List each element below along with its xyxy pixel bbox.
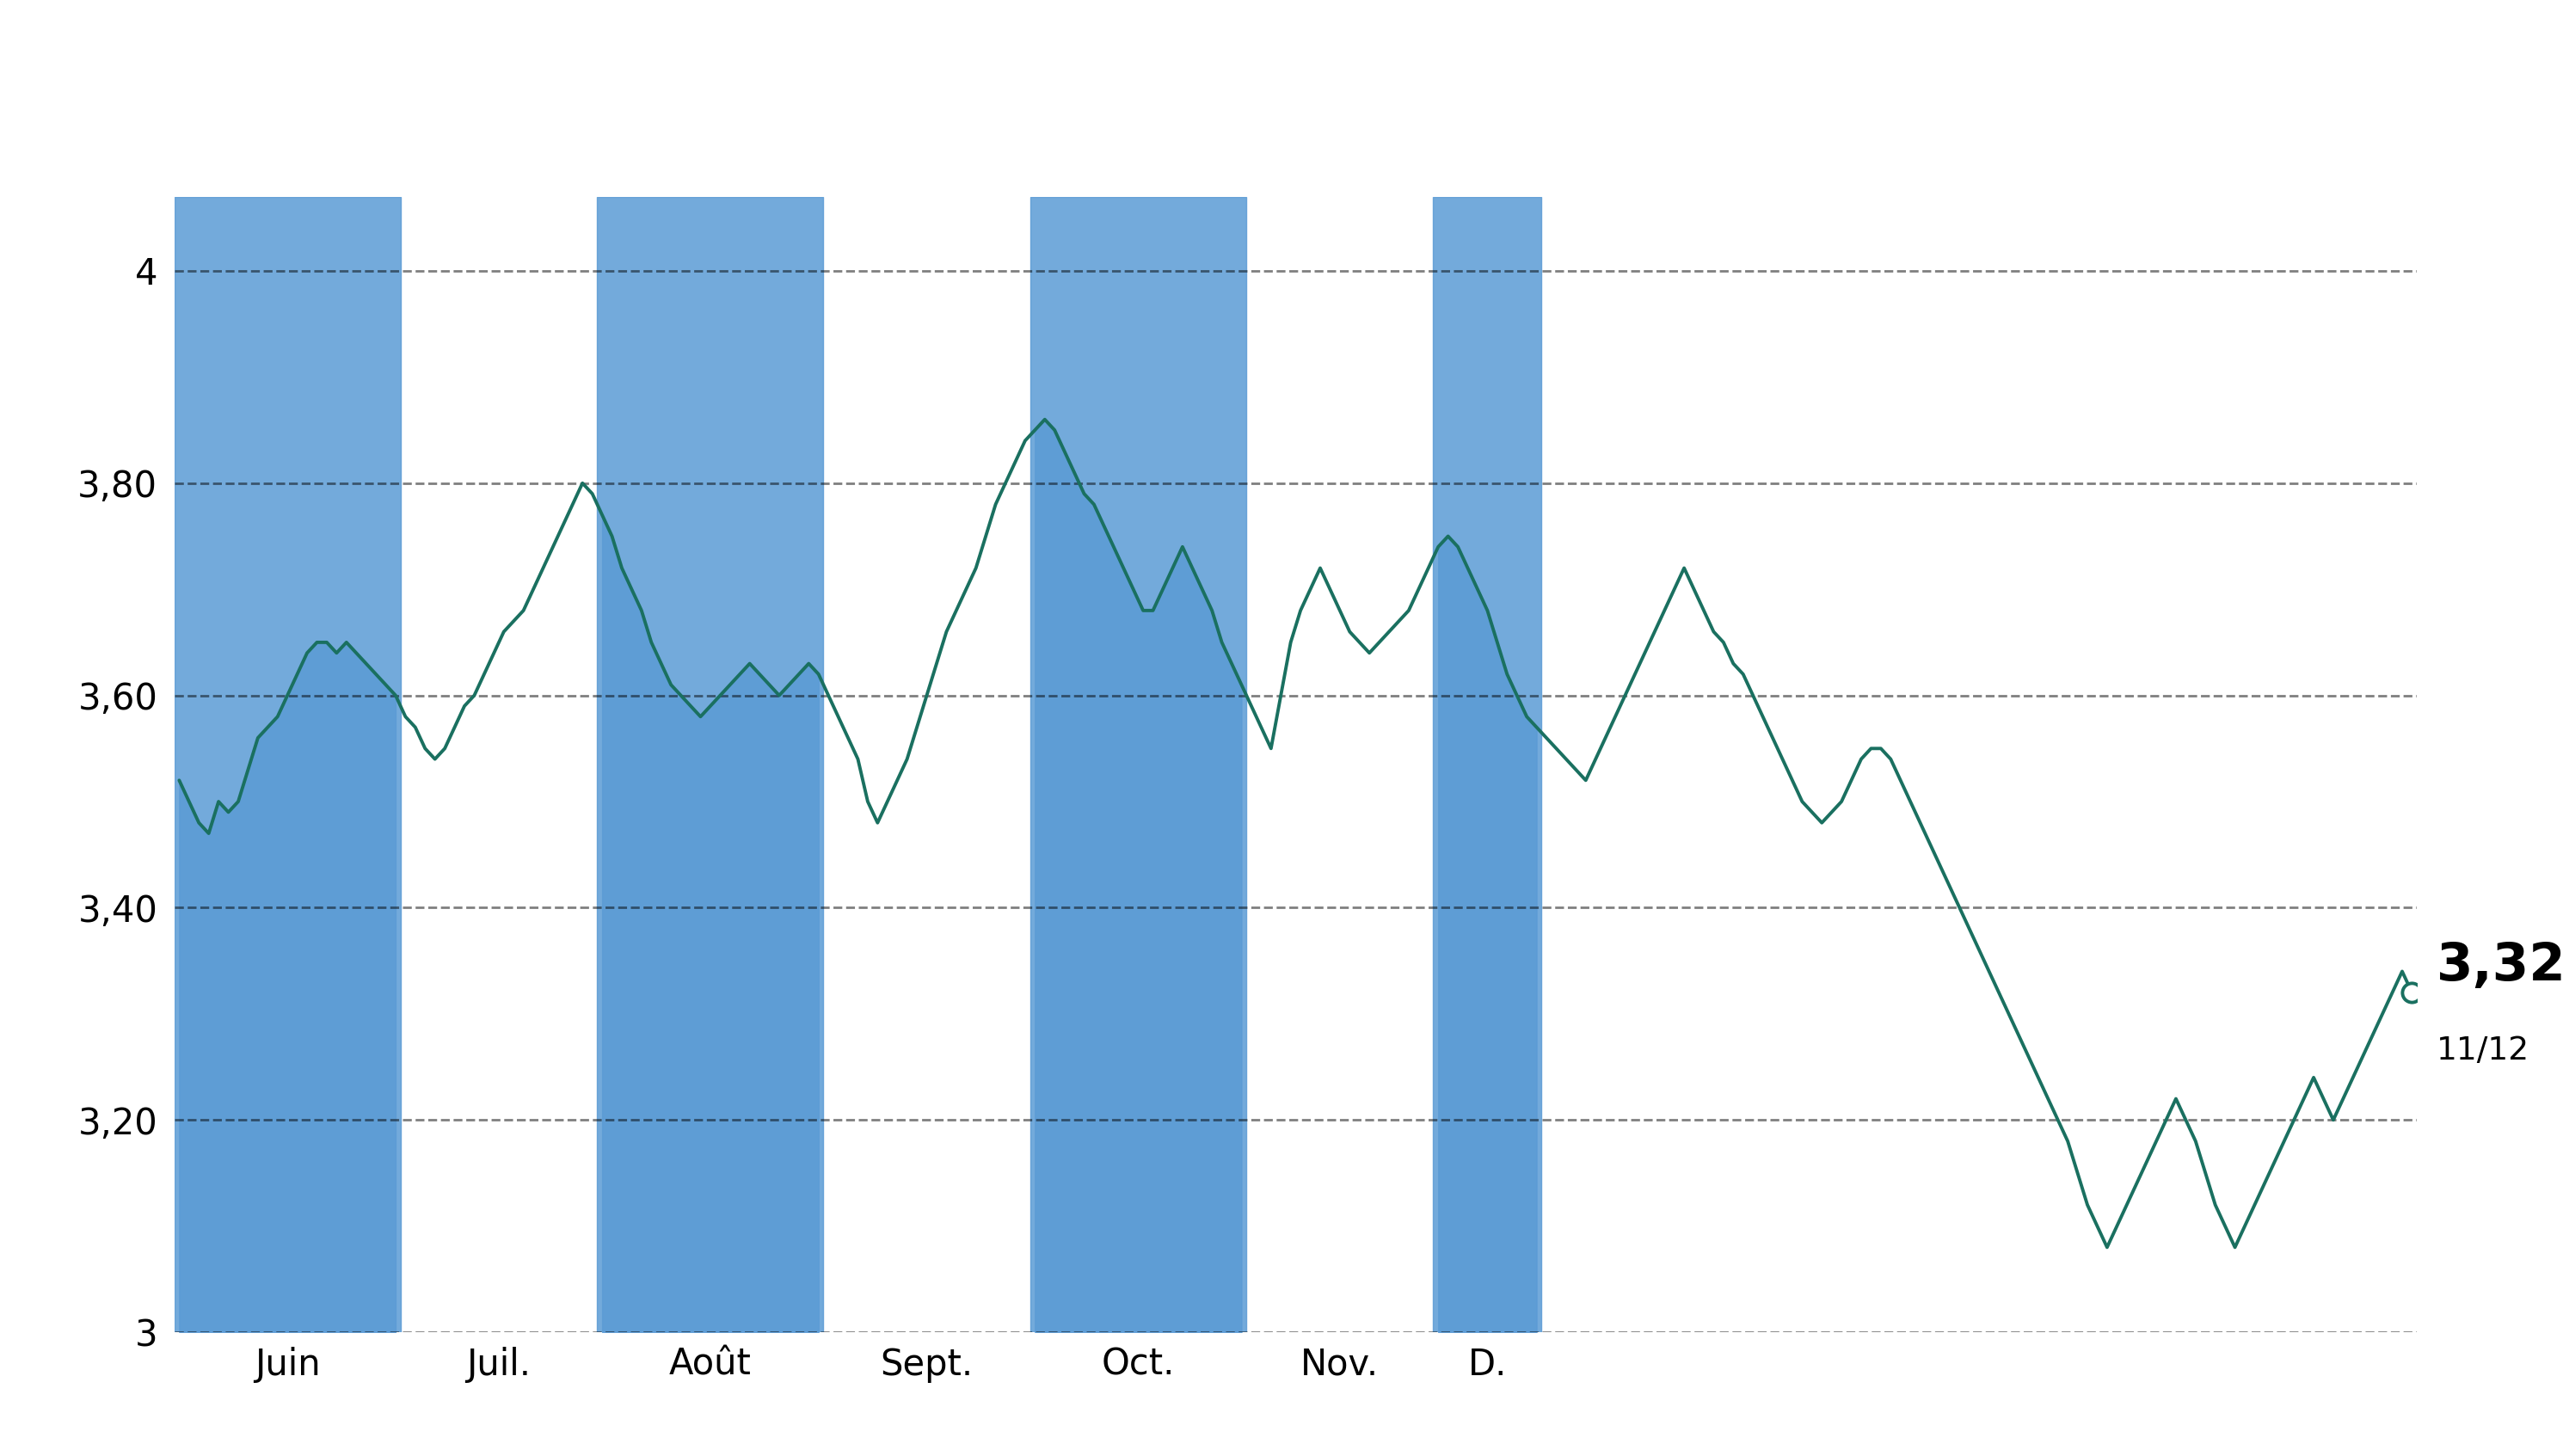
Text: Borussia Dortmund GmbH & Co KGaA: Borussia Dortmund GmbH & Co KGaA [302, 41, 2261, 131]
Bar [1030, 197, 1246, 1332]
Text: 11/12: 11/12 [2437, 1035, 2530, 1066]
Bar [174, 197, 400, 1332]
Bar [1433, 197, 1540, 1332]
Text: 3,32: 3,32 [2437, 941, 2563, 992]
Bar [597, 197, 823, 1332]
